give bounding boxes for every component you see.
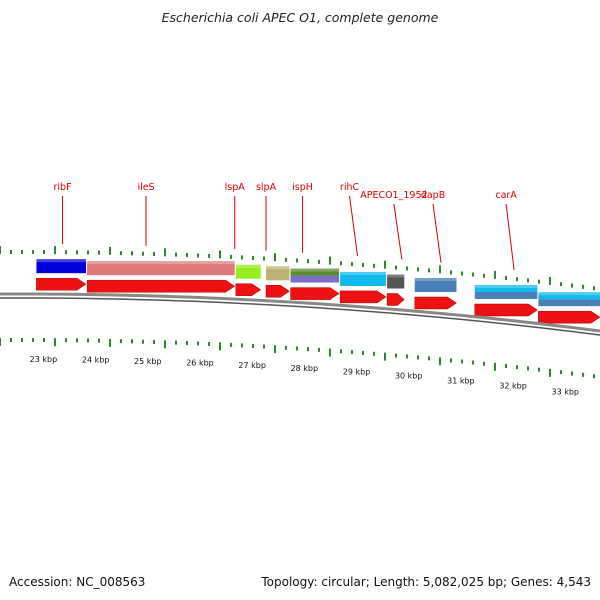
feature-block — [36, 259, 87, 274]
feature-block-highlight — [387, 274, 405, 278]
cds-arrow — [414, 296, 457, 310]
feature-block-highlight — [87, 261, 235, 265]
tick-marks — [0, 246, 595, 379]
gene-label: ileS — [137, 182, 154, 193]
kbp-label: 27 kbp — [238, 361, 266, 370]
feature-block — [414, 278, 457, 293]
kbp-label: 25 kbp — [134, 357, 162, 366]
gene-label: ribF — [54, 182, 72, 193]
feature-block — [235, 264, 261, 279]
backbone-inner — [0, 297, 600, 336]
gene-label: ispH — [292, 182, 313, 193]
cds-arrow — [36, 277, 87, 291]
genome-summary: Topology: circular; Length: 5,082,025 bp… — [261, 575, 591, 589]
gene-leader — [432, 203, 442, 263]
gene-label: slpA — [256, 182, 277, 193]
feature-block-highlight — [538, 292, 600, 296]
feature-block-highlight — [414, 278, 457, 282]
kbp-label: 29 kbp — [343, 367, 371, 376]
cds-arrow — [265, 285, 290, 298]
kbp-label: 32 kbp — [499, 382, 527, 391]
cds-arrow — [235, 283, 262, 296]
feature-block-highlight — [290, 268, 340, 272]
gene-label: dapB — [421, 190, 445, 201]
feature-block — [538, 299, 600, 307]
kbp-label: 33 kbp — [551, 388, 579, 397]
backbone — [0, 292, 600, 336]
feature-block — [290, 275, 340, 283]
gene-label: lspA — [225, 182, 246, 193]
cds-track — [36, 277, 600, 324]
kbp-label: 26 kbp — [186, 359, 214, 368]
kbp-label: 31 kbp — [447, 376, 475, 385]
kbp-label: 23 kbp — [30, 355, 58, 364]
cds-arrow — [86, 279, 236, 293]
accession-text: Accession: NC_008563 — [9, 575, 146, 589]
gene-label: APECO1_1952 — [360, 190, 427, 201]
gene-label: rihC — [340, 182, 360, 193]
feature-block-highlight — [474, 284, 538, 288]
cds-arrow — [386, 293, 405, 306]
feature-block-highlight — [340, 271, 387, 275]
feature-block — [290, 268, 340, 276]
feature-block — [266, 266, 290, 281]
cds-arrow — [474, 303, 538, 317]
feature-block-highlight — [36, 259, 87, 263]
gene-label: carA — [495, 190, 517, 201]
kbp-label: 30 kbp — [395, 372, 423, 381]
kbp-label: 28 kbp — [291, 364, 319, 373]
backbone-outer — [0, 292, 600, 333]
cds-arrow — [339, 290, 387, 304]
gene-leader — [349, 195, 359, 257]
kbp-labels: 23 kbp 24 kbp 25 kbp 26 kbp 27 kbp 28 kbp 29 k… — [30, 355, 579, 397]
map-title: Escherichia coli APEC O1, complete genom… — [161, 10, 439, 25]
feature-block — [87, 261, 235, 276]
feature-block — [340, 271, 387, 286]
kbp-label: 24 kbp — [82, 356, 110, 365]
feature-block-highlight — [266, 266, 290, 270]
gene-leader — [393, 203, 403, 260]
feature-track — [36, 259, 600, 307]
feature-block — [538, 292, 600, 300]
feature-block — [474, 284, 538, 292]
feature-block — [474, 291, 538, 299]
cds-arrow — [538, 310, 600, 324]
gene-leader — [505, 203, 515, 271]
cds-arrow — [290, 287, 340, 300]
feature-block — [387, 274, 405, 289]
feature-block-highlight — [235, 264, 261, 268]
